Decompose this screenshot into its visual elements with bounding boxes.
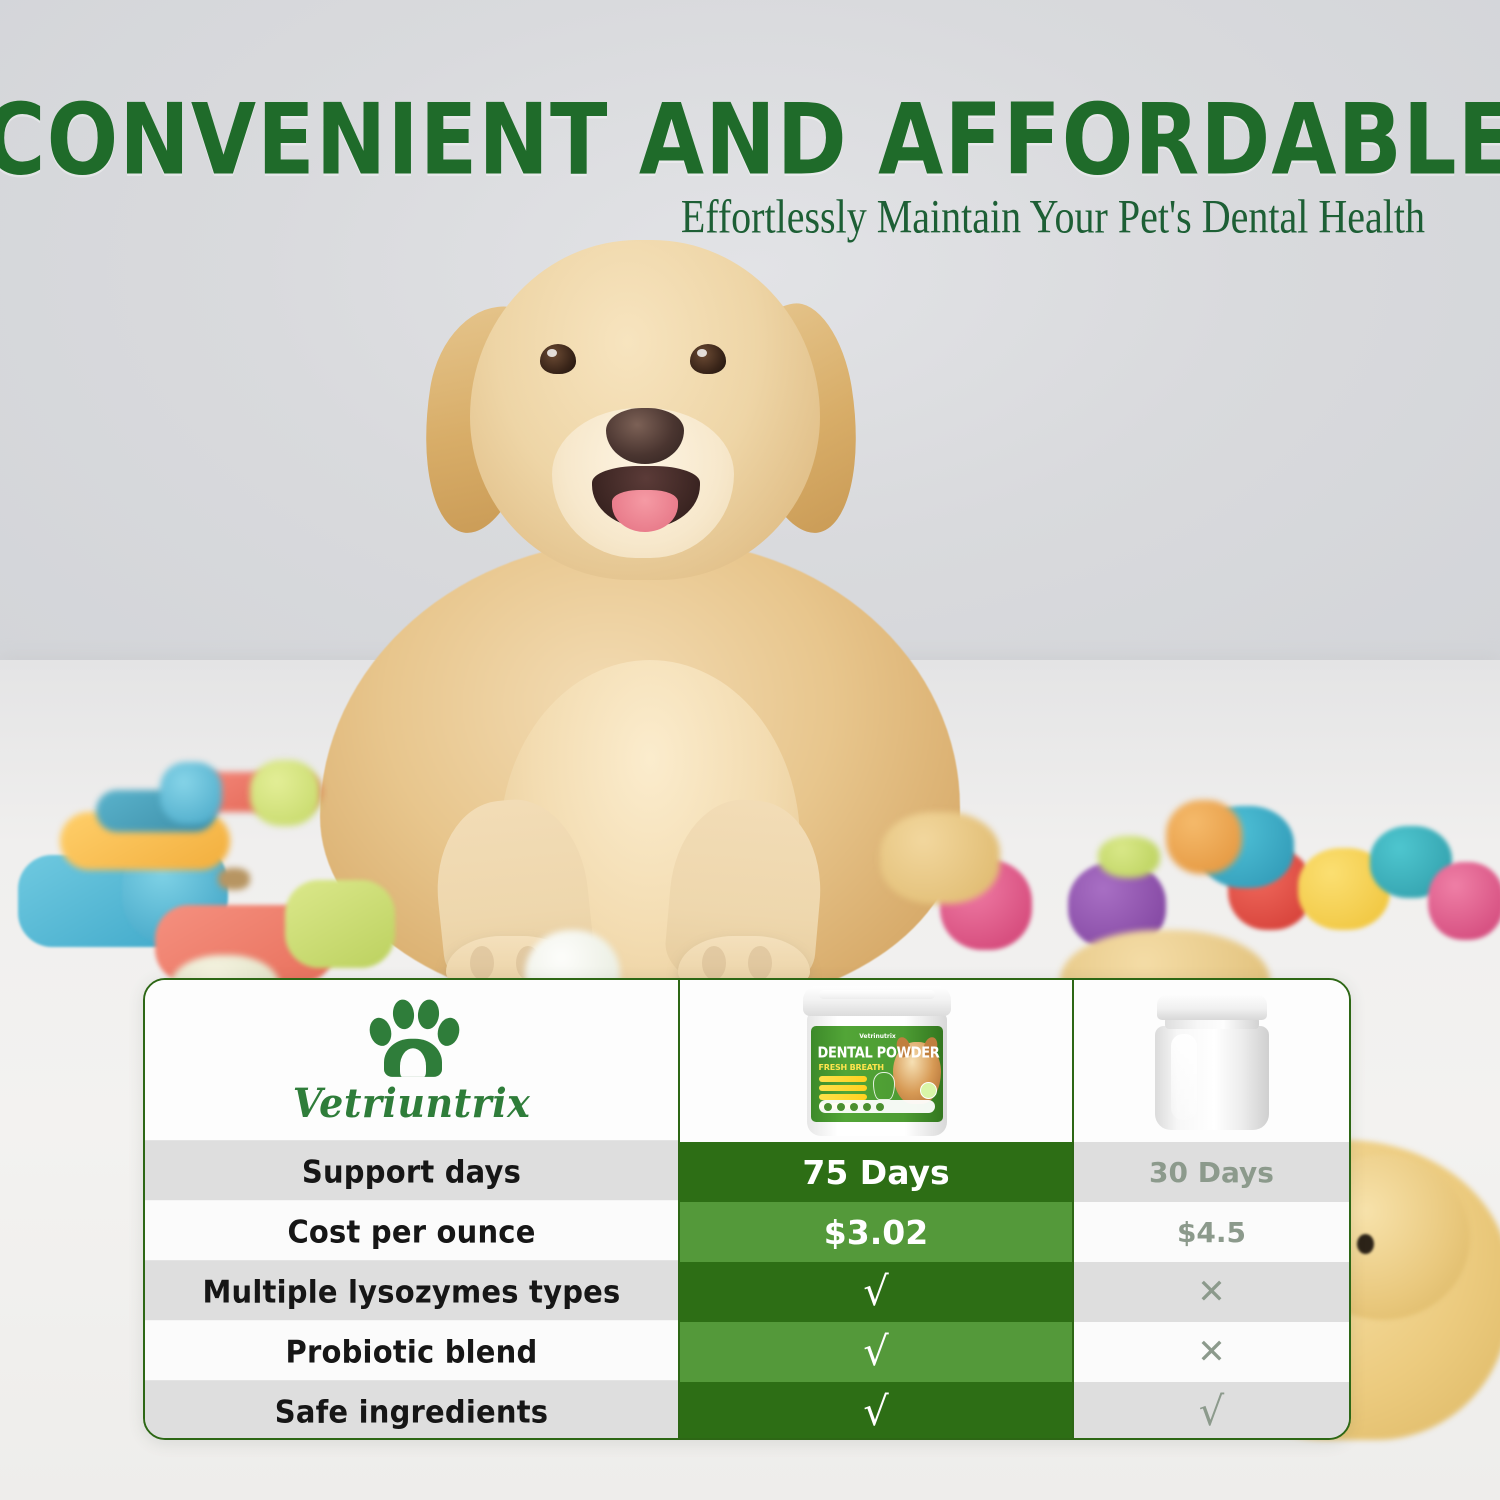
jar-label-brand: Vetrinutrix [859, 1033, 896, 1040]
row-competitor-cross: ✕ [1074, 1322, 1349, 1382]
row-product-check: √ [678, 1262, 1074, 1322]
dog-tongue [612, 490, 678, 532]
dog-eye-right [690, 344, 726, 374]
product-jar-icon: Vetrinutrix DENTAL POWDER FRESH BREATH [789, 986, 964, 1136]
golden-retriever-photo [300, 240, 980, 1010]
row-competitor: $4.5 [1074, 1202, 1349, 1262]
jar-label-icon-row [823, 1103, 884, 1111]
row-competitor: 30 Days [1074, 1142, 1349, 1202]
row-label: Cost per ounce [145, 1200, 678, 1264]
toy-knob-blue [160, 762, 222, 824]
brand-name: Vetriuntrix [292, 1078, 531, 1127]
jar-label-title: DENTAL POWDER [817, 1044, 940, 1063]
dog-nose [606, 408, 684, 464]
row-product-check: √ [678, 1382, 1074, 1438]
row-product: $3.02 [678, 1202, 1074, 1262]
toy-ball-pink-2 [1428, 862, 1500, 940]
toy-ball-orange [1166, 800, 1242, 874]
table-row: Probiotic blend √ ✕ [145, 1320, 1349, 1384]
row-competitor-check: √ [1074, 1382, 1349, 1438]
dog-eye-left [540, 344, 576, 374]
product-jar-label: Vetrinutrix DENTAL POWDER FRESH BREATH [810, 1026, 943, 1122]
row-product: 75 Days [678, 1142, 1074, 1202]
toy-duck-eye [1357, 1234, 1374, 1254]
table-header-row: Vetriuntrix Vetrinutrix DENTAL POWDER FR… [145, 980, 1349, 1147]
table-row: Support days 75 Days 30 Days [145, 1140, 1349, 1204]
brand-logo-cell: Vetriuntrix [145, 980, 678, 1147]
page-subheadline: Effortlessly Maintain Your Pet's Dental … [680, 189, 1425, 244]
plain-white-jar-icon [1137, 986, 1287, 1136]
paw-print-icon [365, 996, 463, 1077]
toy-bone-green [285, 880, 395, 968]
jar-label-badge [919, 1082, 937, 1099]
competitor-jar-cell [1074, 980, 1349, 1142]
row-label: Support days [145, 1140, 678, 1204]
tooth-icon [872, 1072, 895, 1100]
table-row: Cost per ounce $3.02 $4.5 [145, 1200, 1349, 1264]
toy-ball-lime [1098, 836, 1160, 878]
product-jar-cell: Vetrinutrix DENTAL POWDER FRESH BREATH [678, 980, 1074, 1142]
page-headline: CONVENIENT AND AFFORDABLE [0, 84, 1500, 198]
toy-knob-lime [250, 760, 320, 826]
comparison-table: Vetriuntrix Vetrinutrix DENTAL POWDER FR… [143, 978, 1351, 1440]
row-label: Multiple lysozymes types [145, 1260, 678, 1324]
row-product-check: √ [678, 1322, 1074, 1382]
row-competitor-cross: ✕ [1074, 1262, 1349, 1322]
row-label: Probiotic blend [145, 1320, 678, 1384]
row-label: Safe ingredients [145, 1380, 678, 1438]
table-row: Multiple lysozymes types √ ✕ [145, 1260, 1349, 1324]
kibble-piece [218, 868, 250, 890]
toy-knot-tan [880, 812, 1000, 904]
table-row: Safe ingredients √ √ [145, 1380, 1349, 1438]
jar-label-subtitle: FRESH BREATH [818, 1063, 885, 1072]
